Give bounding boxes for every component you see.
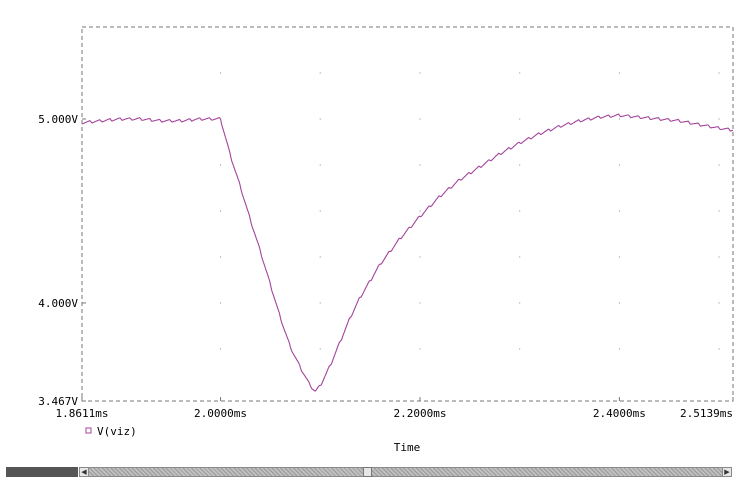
y-tick-label: 4.000V [38, 297, 78, 310]
grid-dot [519, 256, 521, 258]
grid-dot [718, 118, 720, 120]
plot-frame [81, 26, 734, 402]
grid-dot [718, 210, 720, 212]
x-tick-label: 2.4000ms [593, 407, 646, 420]
scroll-right-arrow-icon[interactable]: ▶ [722, 467, 732, 477]
scroll-left-arrow-icon[interactable]: ◀ [79, 467, 89, 477]
grid-dot [618, 72, 620, 74]
grid-dot [718, 72, 720, 74]
grid-dot [519, 164, 521, 166]
grid-dot [718, 302, 720, 304]
grid-dot [419, 302, 421, 304]
grid-dot [519, 72, 521, 74]
grid-dot [319, 302, 321, 304]
grid-dot [519, 348, 521, 350]
grid-dot [220, 256, 221, 258]
grid-dot [319, 256, 321, 258]
grid-dot [618, 256, 620, 258]
grid-dot [718, 164, 720, 166]
y-tick-label: 3.467V [38, 395, 78, 408]
scrollbar-track[interactable] [79, 467, 732, 477]
grid-dot [220, 72, 221, 74]
x-axis-title: Time [394, 441, 421, 454]
series-layer [81, 113, 734, 392]
x-tick-label: 2.2000ms [393, 407, 446, 420]
grid-dot [319, 118, 321, 120]
x-tick-label: 2.5139ms [680, 407, 733, 420]
grid-layer [220, 72, 720, 350]
grid-dot [419, 164, 421, 166]
grid-dot [419, 118, 421, 120]
grid-dot [519, 118, 521, 120]
grid-dot [419, 348, 421, 350]
grid-dot [220, 302, 221, 304]
grid-dot [618, 348, 620, 350]
legend-label-v-viz: V(viz) [97, 425, 137, 438]
grid-dot [618, 302, 620, 304]
grid-dot [519, 302, 521, 304]
x-tick-label: 1.8611ms [56, 407, 109, 420]
grid-dot [718, 348, 720, 350]
grid-dot [618, 210, 620, 212]
grid-dot [319, 210, 321, 212]
grid-dot [419, 256, 421, 258]
series-line-v-viz [81, 113, 734, 392]
grid-dot [419, 210, 421, 212]
legend: V(viz) [85, 425, 137, 438]
scrollbar-thumb[interactable] [363, 467, 372, 477]
grid-dot [618, 118, 620, 120]
x-tick-label: 2.0000ms [194, 407, 247, 420]
legend-marker-v-viz [85, 427, 92, 434]
scrollbar-left-block [6, 467, 78, 477]
grid-dot [220, 164, 221, 166]
grid-dot [419, 72, 421, 74]
grid-dot [220, 210, 221, 212]
grid-dot [519, 210, 521, 212]
grid-dot [618, 164, 620, 166]
grid-dot [220, 348, 221, 350]
chart-svg: 1.8611ms 2.0000ms 2.2000ms 2.4000ms 2.5139ms… [38, 26, 734, 454]
grid-dot [319, 348, 321, 350]
grid-dot [319, 164, 321, 166]
x-axis: 1.8611ms 2.0000ms 2.2000ms 2.4000ms 2.5139ms [56, 397, 734, 420]
horizontal-scrollbar[interactable]: ◀ ▶ [0, 463, 737, 481]
y-tick-label: 5.000V [38, 113, 78, 126]
grid-dot [319, 72, 321, 74]
y-axis: 3.467V 4.000V 5.000V [38, 113, 86, 408]
grid-dot [718, 256, 720, 258]
